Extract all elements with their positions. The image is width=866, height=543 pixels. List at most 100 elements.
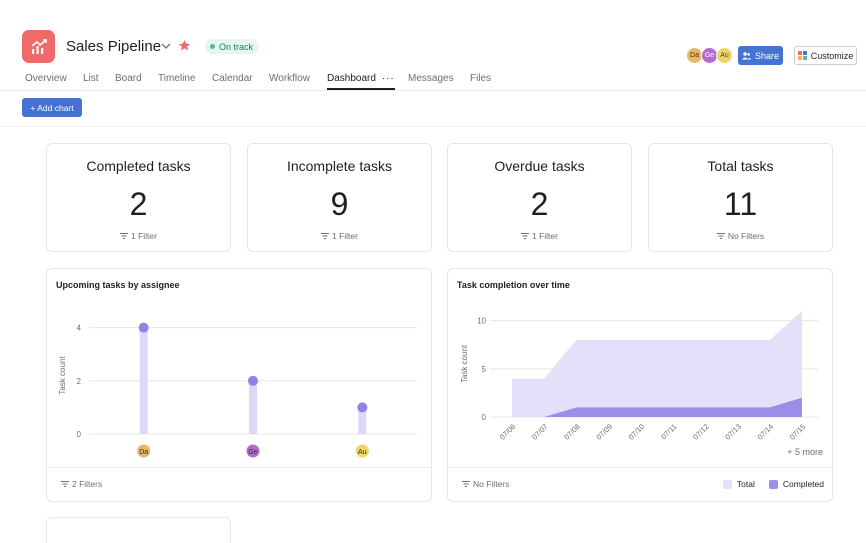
assignee-chart: 0 2 4 Task count Da Ge Au bbox=[58, 322, 417, 458]
stat-filter-label: 1 Filter bbox=[131, 231, 157, 241]
data-point bbox=[248, 375, 258, 386]
chart-filter[interactable]: 2 Filters bbox=[61, 479, 102, 489]
chart-card-assignee[interactable]: Upcoming tasks by assignee 0 2 4 Task count… bbox=[46, 268, 432, 502]
legend-item-total[interactable]: Total bbox=[722, 479, 755, 489]
y-tick-label: 4 bbox=[77, 324, 82, 333]
member-avatars[interactable]: Da Ge Au bbox=[686, 47, 736, 64]
tabs-divider bbox=[0, 90, 866, 91]
legend-label: Total bbox=[736, 479, 755, 489]
x-tick-label: 07/12 bbox=[691, 422, 711, 442]
bar bbox=[249, 380, 257, 434]
tab-overview[interactable]: Overview bbox=[25, 73, 67, 84]
tab-timeline[interactable]: Timeline bbox=[158, 73, 196, 84]
bar bbox=[358, 407, 367, 434]
project-header: Sales Pipeline On track Da Ge Au Share C… bbox=[0, 0, 866, 127]
tab-calendar[interactable]: Calendar bbox=[212, 73, 253, 84]
data-point bbox=[138, 322, 149, 333]
stat-value: 11 bbox=[723, 186, 758, 222]
chart-legend: Total Completed bbox=[722, 479, 824, 489]
chart-footer-divider bbox=[448, 467, 832, 468]
more-dates-link[interactable]: + 5 more bbox=[787, 447, 823, 457]
stat-card-partial[interactable] bbox=[46, 517, 231, 543]
filter-icon bbox=[61, 481, 69, 487]
avatar-initials: Da bbox=[690, 52, 699, 59]
legend-label: Completed bbox=[782, 479, 824, 489]
stat-value: 2 bbox=[530, 186, 549, 222]
tab-dashboard-label: Dashboard bbox=[327, 73, 376, 84]
completion-chart: 0 5 10 Task count 07/06 07/07 07/08 07/09 07/10 0… bbox=[460, 311, 818, 442]
project-title: Sales Pipeline bbox=[66, 38, 162, 55]
y-tick-label: 5 bbox=[482, 365, 487, 374]
tab-board[interactable]: Board bbox=[115, 73, 142, 84]
data-point bbox=[357, 402, 368, 413]
stat-filter-label: 1 Filter bbox=[532, 231, 558, 241]
stat-title: Overdue tasks bbox=[494, 158, 585, 174]
chart-filter[interactable]: No Filters bbox=[462, 479, 509, 489]
x-tick-label: Au bbox=[358, 449, 367, 456]
tab-messages[interactable]: Messages bbox=[408, 73, 454, 84]
stat-card-completed[interactable]: Completed tasks 2 1 Filter bbox=[46, 143, 231, 252]
stat-card-incomplete[interactable]: Incomplete tasks 9 1 Filter bbox=[247, 143, 432, 252]
stat-filter[interactable]: 1 Filter bbox=[248, 231, 431, 241]
stat-filter[interactable]: 1 Filter bbox=[448, 231, 631, 241]
stat-filter-label: 1 Filter bbox=[332, 231, 358, 241]
x-tick-label: 07/14 bbox=[756, 422, 776, 442]
share-button[interactable]: Share bbox=[738, 46, 783, 65]
stat-card-overdue[interactable]: Overdue tasks 2 1 Filter bbox=[447, 143, 632, 252]
y-tick-label: 0 bbox=[77, 430, 82, 439]
filter-icon bbox=[120, 233, 128, 239]
stat-title: Incomplete tasks bbox=[286, 158, 393, 174]
legend-swatch bbox=[722, 479, 732, 489]
stat-value: 9 bbox=[330, 186, 349, 222]
toolbar-divider bbox=[0, 126, 866, 127]
tab-files[interactable]: Files bbox=[470, 73, 492, 84]
legend-item-completed[interactable]: Completed bbox=[768, 479, 824, 489]
avatar-icon bbox=[137, 444, 151, 458]
stat-title: Completed tasks bbox=[86, 158, 191, 174]
add-chart-button[interactable]: + Add chart bbox=[22, 98, 82, 117]
chevron-down-icon[interactable] bbox=[160, 40, 172, 52]
star-icon[interactable] bbox=[178, 39, 191, 52]
tab-dashboard[interactable]: Dashboard ··· bbox=[327, 71, 395, 90]
y-tick-label: 10 bbox=[477, 317, 486, 326]
tab-list[interactable]: List bbox=[83, 73, 99, 84]
y-axis-label: Task count bbox=[58, 356, 67, 395]
x-tick-label: Ge bbox=[248, 449, 257, 456]
avatar[interactable]: Au bbox=[716, 47, 733, 64]
y-tick-label: 0 bbox=[482, 413, 487, 422]
stat-title: Total tasks bbox=[707, 158, 774, 174]
x-tick-label: Da bbox=[139, 449, 148, 456]
chart-footer-divider bbox=[47, 467, 431, 468]
avatar-icon bbox=[246, 444, 260, 458]
stat-filter-label: No Filters bbox=[727, 231, 765, 241]
filter-icon bbox=[321, 233, 329, 239]
y-axis-label: Task count bbox=[460, 344, 469, 383]
filter-icon bbox=[716, 233, 725, 239]
legend-swatch bbox=[768, 479, 778, 489]
users-icon bbox=[741, 51, 751, 59]
filter-icon bbox=[521, 233, 529, 239]
avatar-initials: Ge bbox=[704, 52, 715, 59]
avatar-initials: Au bbox=[720, 52, 729, 59]
tab-workflow[interactable]: Workflow bbox=[269, 73, 310, 84]
customize-icon bbox=[797, 51, 807, 60]
x-tick-label: 07/13 bbox=[723, 422, 743, 442]
more-options-icon[interactable]: ··· bbox=[381, 73, 395, 84]
project-icon[interactable] bbox=[22, 30, 55, 63]
customize-label: Customize bbox=[810, 50, 854, 61]
chart-filter-label: No Filters bbox=[473, 479, 510, 489]
chart-card-completion[interactable]: Task completion over time 0 5 10 Task count… bbox=[447, 268, 833, 502]
x-tick-label: 07/11 bbox=[659, 422, 678, 441]
stat-value: 2 bbox=[129, 186, 148, 222]
series-area-completed bbox=[512, 397, 802, 417]
status-label: On track bbox=[219, 41, 254, 52]
stat-filter[interactable]: No Filters bbox=[649, 231, 832, 241]
chart-filter-label: 2 Filters bbox=[72, 479, 103, 489]
x-tick-label: 07/15 bbox=[788, 422, 808, 442]
x-tick-label: 07/08 bbox=[562, 422, 582, 442]
customize-button[interactable]: Customize bbox=[794, 46, 857, 65]
chart-title: Task completion over time bbox=[457, 280, 570, 290]
stat-filter[interactable]: 1 Filter bbox=[47, 231, 230, 241]
status-badge[interactable]: On track bbox=[205, 39, 260, 54]
stat-card-total[interactable]: Total tasks 11 No Filters bbox=[648, 143, 833, 252]
